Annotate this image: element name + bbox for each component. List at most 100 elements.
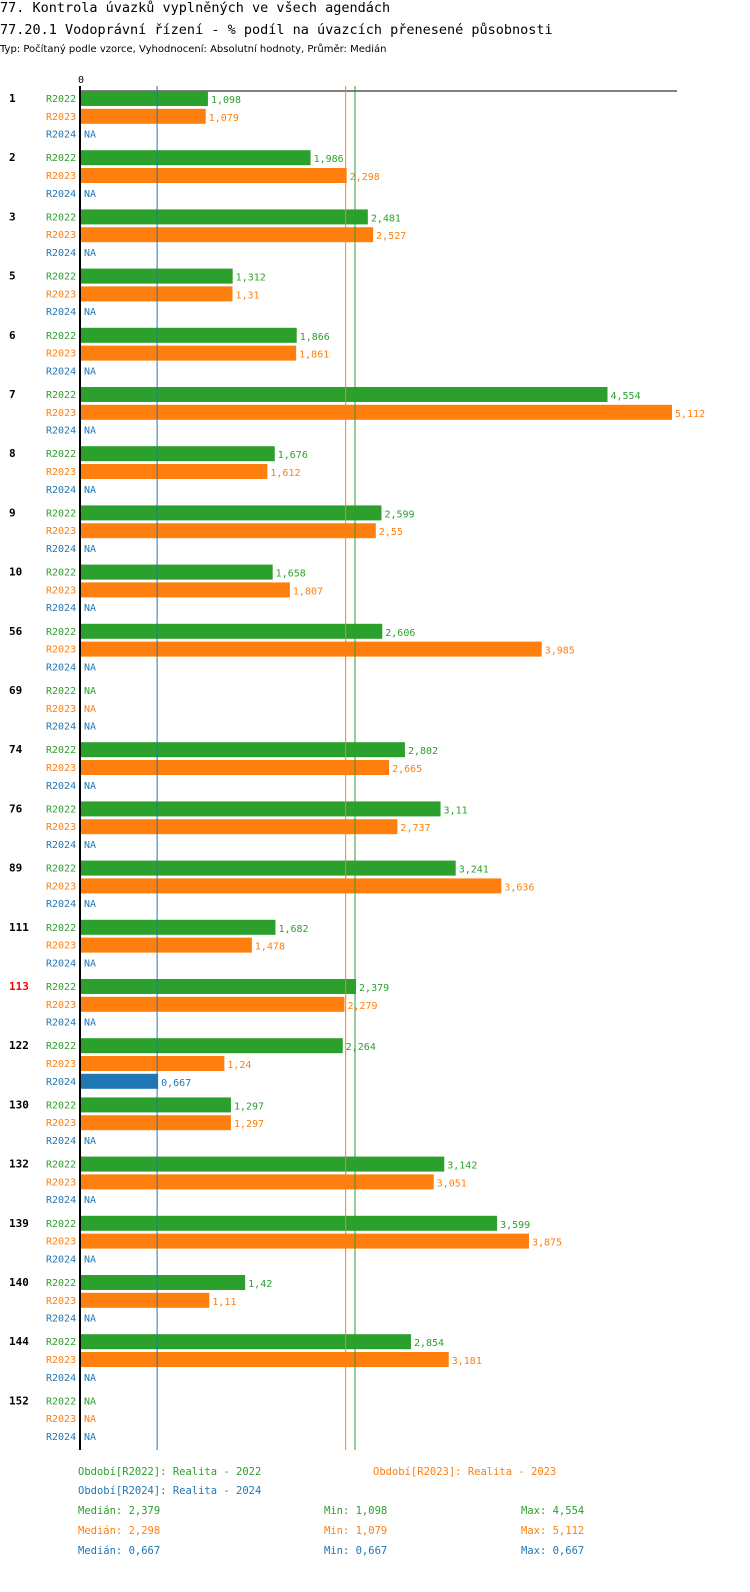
- series-label: R2022: [46, 686, 76, 697]
- value-label: 2,599: [384, 509, 414, 520]
- stat-min-r2023: Min: 1,079: [324, 1525, 388, 1537]
- stat-median-r2023: Medián: 2,298: [78, 1525, 161, 1537]
- series-label: R2024: [46, 248, 76, 259]
- value-label: 1,658: [276, 569, 306, 580]
- legend-r2024: Období[R2024]: Realita - 2024: [78, 1485, 262, 1497]
- series-label: R2023: [46, 467, 76, 478]
- series-label: R2023: [46, 1355, 76, 1366]
- value-label: 2,665: [392, 764, 422, 775]
- series-label: R2022: [46, 272, 76, 283]
- value-label: 3,241: [459, 865, 489, 876]
- series-label: R2024: [46, 1373, 76, 1384]
- na-label: NA: [84, 426, 96, 437]
- na-label: NA: [84, 1373, 96, 1384]
- value-label: 1,297: [234, 1119, 264, 1130]
- value-label: 1,24: [227, 1060, 251, 1071]
- series-label: R2023: [46, 1296, 76, 1307]
- group-label: 8: [9, 447, 16, 460]
- series-label: R2024: [46, 1195, 76, 1206]
- series-label: R2024: [46, 544, 76, 555]
- series-label: R2023: [46, 1118, 76, 1129]
- group-label: 113: [9, 980, 29, 993]
- stat-min-r2022: Min: 1,098: [324, 1505, 388, 1517]
- series-label: R2022: [46, 331, 76, 342]
- series-label: R2023: [46, 1237, 76, 1248]
- series-label: R2022: [46, 864, 76, 875]
- stat-max-r2023: Max: 5,112: [521, 1525, 585, 1537]
- value-label: 2,737: [400, 823, 430, 834]
- na-label: NA: [84, 1314, 96, 1325]
- bar: [81, 623, 383, 639]
- bar: [81, 1292, 210, 1308]
- stat-median-r2024: Medián: 0,667: [78, 1545, 161, 1557]
- value-label: 1,676: [278, 450, 308, 461]
- value-label: 5,112: [675, 409, 705, 420]
- series-label: R2023: [46, 349, 76, 360]
- series-label: R2024: [46, 189, 76, 200]
- series-label: R2022: [46, 449, 76, 460]
- value-label: 3,181: [452, 1356, 482, 1367]
- value-label: 2,279: [347, 1001, 377, 1012]
- value-label: 2,379: [359, 983, 389, 994]
- group-label: 140: [9, 1276, 29, 1289]
- bar: [81, 1115, 231, 1131]
- stat-max-r2024: Max: 0,667: [521, 1545, 585, 1557]
- value-label: 1,682: [278, 924, 308, 935]
- value-label: 2,55: [379, 527, 403, 538]
- bar: [81, 760, 390, 775]
- value-label: 2,298: [350, 172, 380, 183]
- value-label: 3,875: [532, 1238, 562, 1249]
- series-label: R2024: [46, 1432, 76, 1443]
- series-label: R2022: [46, 390, 76, 401]
- bar: [81, 523, 376, 539]
- value-label: 0,667: [161, 1078, 191, 1089]
- series-label: R2023: [46, 763, 76, 774]
- series-label: R2022: [46, 508, 76, 519]
- series-label: R2024: [46, 307, 76, 318]
- series-label: R2022: [46, 212, 76, 223]
- series-label: R2024: [46, 1018, 76, 1029]
- na-label: NA: [84, 899, 96, 910]
- na-label: NA: [84, 704, 96, 715]
- bar: [81, 91, 208, 106]
- stat-min-r2024: Min: 0,667: [324, 1545, 388, 1557]
- group-label: 5: [9, 270, 16, 283]
- series-label: R2024: [46, 1136, 76, 1147]
- group-label: 139: [9, 1217, 29, 1230]
- series-label: R2023: [46, 941, 76, 952]
- bar: [81, 1097, 231, 1113]
- bar: [81, 227, 374, 243]
- series-label: R2023: [46, 112, 76, 123]
- series-label: R2024: [46, 603, 76, 614]
- na-label: NA: [84, 603, 96, 614]
- bar: [81, 108, 206, 124]
- series-label: R2022: [46, 982, 76, 993]
- bar: [81, 641, 542, 657]
- group-label: 3: [9, 210, 16, 223]
- na-label: NA: [84, 130, 96, 141]
- series-label: R2024: [46, 722, 76, 733]
- bar: [81, 327, 297, 343]
- chart-subtitle: 77.20.1 Vodoprávní řízení - % podíl na ú…: [0, 22, 553, 38]
- series-label: R2024: [46, 781, 76, 792]
- value-label: 2,606: [385, 628, 415, 639]
- series-label: R2024: [46, 130, 76, 141]
- na-label: NA: [84, 248, 96, 259]
- series-label: R2024: [46, 366, 76, 377]
- value-label: 2,854: [414, 1338, 444, 1349]
- na-label: NA: [84, 958, 96, 969]
- bar: [81, 919, 276, 935]
- series-label: R2022: [46, 1219, 76, 1230]
- bar: [81, 996, 345, 1012]
- bar-chart: 0 1 R2022 1,098 R2023 1,079 R2024 NA 2 R2022 1,986…: [9, 75, 705, 1450]
- bar: [81, 1174, 434, 1190]
- group-label: 130: [9, 1098, 29, 1111]
- series-label: R2022: [46, 923, 76, 934]
- series-label: R2024: [46, 958, 76, 969]
- na-label: NA: [84, 1018, 96, 1029]
- bar: [81, 387, 608, 402]
- bar: [81, 1156, 445, 1172]
- na-label: NA: [84, 686, 96, 697]
- stat-max-r2022: Max: 4,554: [521, 1505, 585, 1517]
- series-label: R2024: [46, 485, 76, 496]
